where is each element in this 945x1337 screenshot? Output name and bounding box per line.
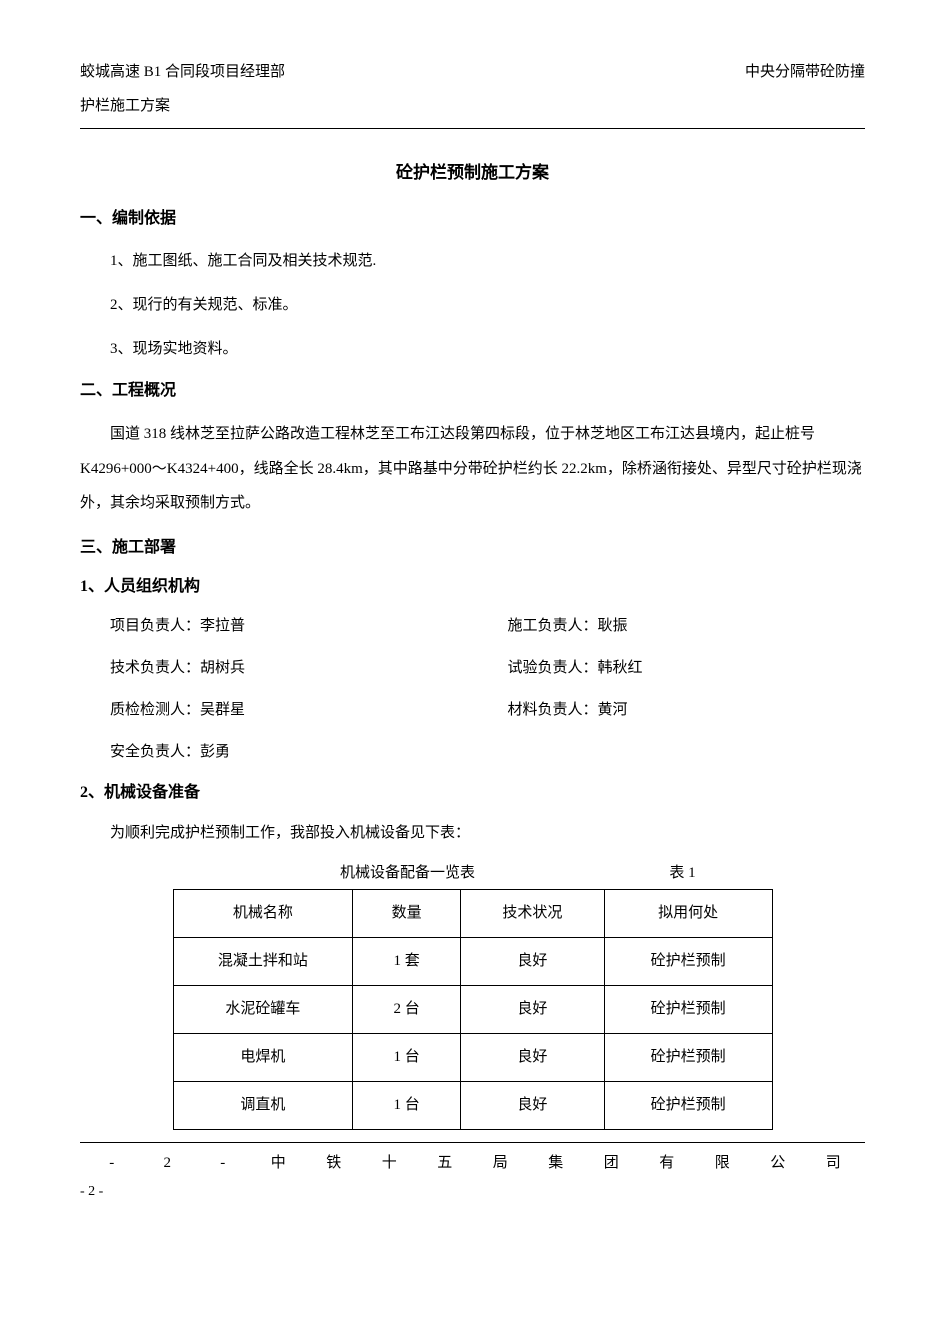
section1-heading: 一、编制依据 xyxy=(80,206,865,232)
table-header-row: 机械名称 数量 技术状况 拟用何处 xyxy=(173,889,772,937)
personnel-grid: 项目负责人：李拉普 施工负责人：耿振 技术负责人：胡树兵 试验负责人：韩秋红 质… xyxy=(80,614,865,764)
table-cell: 良好 xyxy=(461,937,605,985)
doc-title: 砼护栏预制施工方案 xyxy=(80,159,865,186)
footer-char: 十 xyxy=(362,1151,418,1175)
footer-char: 公 xyxy=(750,1151,806,1175)
footer-char: 五 xyxy=(417,1151,473,1175)
section2-heading: 二、工程概况 xyxy=(80,378,865,404)
section2-paragraph: 国道 318 线林芝至拉萨公路改造工程林芝至工布江达段第四标段，位于林芝地区工布… xyxy=(80,417,865,521)
table-row: 混凝土拌和站1 套良好砼护栏预制 xyxy=(173,937,772,985)
table-row: 电焊机1 台良好砼护栏预制 xyxy=(173,1033,772,1081)
section3-sub2-para: 为顺利完成护栏预制工作，我部投入机械设备见下表： xyxy=(80,820,865,847)
personnel-item: 试验负责人：韩秋红 xyxy=(508,656,866,680)
table-caption-text: 机械设备配备一览表 xyxy=(173,861,593,885)
table-row: 调直机1 台良好砼护栏预制 xyxy=(173,1081,772,1129)
table-caption: 机械设备配备一览表 表 1 xyxy=(173,861,773,885)
table-cell: 良好 xyxy=(461,1081,605,1129)
table-header: 技术状况 xyxy=(461,889,605,937)
footer-char: 司 xyxy=(806,1151,862,1175)
personnel-item: 项目负责人：李拉普 xyxy=(110,614,468,638)
table-cell: 砼护栏预制 xyxy=(604,937,772,985)
header-right: 中央分隔带砼防撞 xyxy=(745,60,865,84)
table-cell: 调直机 xyxy=(173,1081,353,1129)
table-cell: 电焊机 xyxy=(173,1033,353,1081)
table-cell: 砼护栏预制 xyxy=(604,1081,772,1129)
personnel-item: 安全负责人：彭勇 xyxy=(110,740,865,764)
table-row: 水泥砼罐车2 台良好砼护栏预制 xyxy=(173,985,772,1033)
table-cell: 良好 xyxy=(461,985,605,1033)
section3-sub2-heading: 2、机械设备准备 xyxy=(80,780,865,806)
table-cell: 良好 xyxy=(461,1033,605,1081)
footer-char: 2 xyxy=(140,1151,196,1175)
footer-char: 有 xyxy=(639,1151,695,1175)
table-cell: 1 台 xyxy=(353,1033,461,1081)
header-sub: 护栏施工方案 xyxy=(80,94,865,118)
section3-heading: 三、施工部署 xyxy=(80,535,865,561)
table-cell: 砼护栏预制 xyxy=(604,985,772,1033)
footer-char: 局 xyxy=(473,1151,529,1175)
table-cell: 1 套 xyxy=(353,937,461,985)
table-label: 表 1 xyxy=(593,861,773,885)
personnel-item: 技术负责人：胡树兵 xyxy=(110,656,468,680)
personnel-item: 质检检测人：吴群星 xyxy=(110,698,468,722)
footer-char: 团 xyxy=(584,1151,640,1175)
footer-char: 限 xyxy=(695,1151,751,1175)
header-rule xyxy=(80,128,865,129)
footer-line: -2-中铁十五局集团有限公司 xyxy=(80,1151,865,1175)
footer-char: - xyxy=(195,1151,251,1175)
table-cell: 2 台 xyxy=(353,985,461,1033)
section3-sub1-heading: 1、人员组织机构 xyxy=(80,574,865,600)
section1-item: 2、现行的有关规范、标准。 xyxy=(80,290,865,320)
section1-item: 1、施工图纸、施工合同及相关技术规范. xyxy=(80,246,865,276)
table-cell: 1 台 xyxy=(353,1081,461,1129)
table-header: 数量 xyxy=(353,889,461,937)
table-cell: 水泥砼罐车 xyxy=(173,985,353,1033)
table-header: 机械名称 xyxy=(173,889,353,937)
page-header: 蛟城高速 B1 合同段项目经理部 中央分隔带砼防撞 xyxy=(80,60,865,84)
page-number: - 2 - xyxy=(80,1181,865,1203)
equipment-table: 机械名称 数量 技术状况 拟用何处 混凝土拌和站1 套良好砼护栏预制水泥砼罐车2… xyxy=(173,889,773,1130)
header-left: 蛟城高速 B1 合同段项目经理部 xyxy=(80,60,285,84)
personnel-item: 材料负责人：黄河 xyxy=(508,698,866,722)
footer-char: 集 xyxy=(528,1151,584,1175)
footer-char: 铁 xyxy=(306,1151,362,1175)
footer-rule xyxy=(80,1142,865,1143)
table-cell: 混凝土拌和站 xyxy=(173,937,353,985)
personnel-item: 施工负责人：耿振 xyxy=(508,614,866,638)
section1-item: 3、现场实地资料。 xyxy=(80,334,865,364)
table-cell: 砼护栏预制 xyxy=(604,1033,772,1081)
footer-char: 中 xyxy=(251,1151,307,1175)
table-header: 拟用何处 xyxy=(604,889,772,937)
footer-char: - xyxy=(84,1151,140,1175)
